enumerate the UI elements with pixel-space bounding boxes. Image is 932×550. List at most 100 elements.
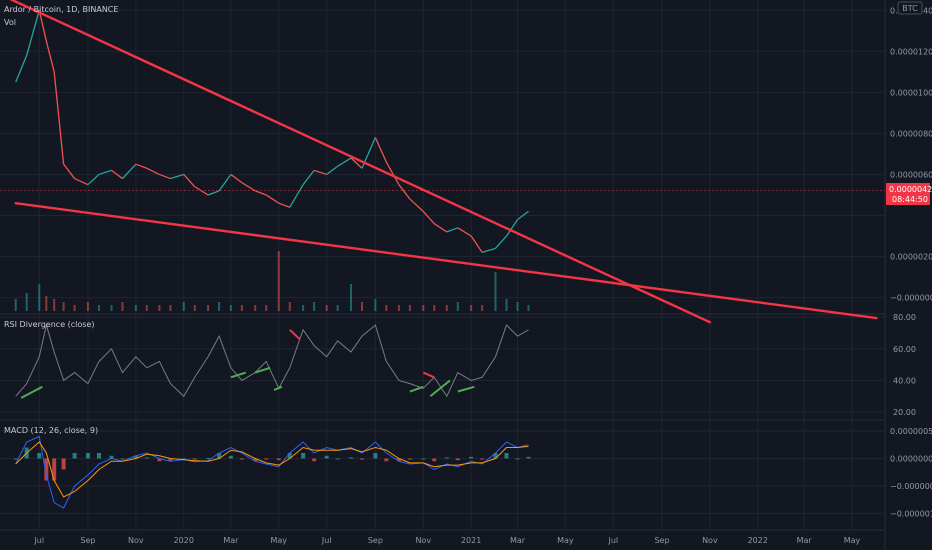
price-segment: [74, 177, 89, 186]
price-segment: [337, 157, 352, 167]
trendline-0[interactable]: [0, 0, 712, 324]
macd-series[interactable]: [13, 435, 531, 509]
price-segment: [313, 169, 327, 176]
rsi-pane-title[interactable]: RSI Divergence (close): [4, 320, 95, 329]
price-segment: [194, 186, 209, 196]
macd-histogram-bar: [515, 458, 520, 460]
volume-bar: [277, 251, 280, 311]
rsi-axis-labels[interactable]: 20.00 40.00 60.00 80.00: [893, 313, 916, 417]
trendlines[interactable]: [0, 0, 878, 324]
volume-bar: [121, 302, 124, 311]
price-segment: [111, 169, 123, 180]
time-axis-tick-label: Jul: [33, 536, 44, 545]
time-axis-tick-label: Sep: [654, 536, 669, 545]
price-segment: [53, 71, 65, 165]
price-segment: [446, 227, 459, 233]
rsi-axis-tick-label: 80.00: [893, 313, 916, 322]
price-axis-tick-label: 0.00000200: [890, 253, 932, 262]
bearish-divergence-segment: [289, 329, 301, 341]
price-segment: [254, 190, 267, 196]
time-axis-tick-label: 2022: [748, 536, 768, 545]
time-axis-labels[interactable]: Jul Sep Nov 2020 Mar May Jul Sep Nov 2021 Mar May Ju…: [33, 536, 860, 545]
volume-bar: [53, 299, 56, 311]
time-axis-tick-label: May: [557, 536, 574, 545]
macd-histogram-bar: [168, 458, 173, 462]
price-segment: [15, 55, 28, 83]
macd-histogram-bar: [432, 458, 437, 462]
volume-bars: [14, 251, 530, 311]
rsi-series[interactable]: [15, 324, 529, 399]
macd-histogram-bar: [228, 455, 233, 459]
volume-bar: [433, 305, 436, 311]
bullish-divergence-segment: [254, 366, 271, 374]
time-axis-tick-label: Nov: [415, 536, 431, 545]
bullish-divergence-segment: [457, 385, 475, 393]
price-segment: [374, 137, 387, 163]
bullish-divergence-segment: [273, 385, 283, 391]
price-segment: [38, 10, 47, 42]
macd-histogram-bar: [301, 453, 306, 459]
volume-bar: [313, 302, 316, 311]
time-axis-tick-label: 2020: [174, 536, 194, 545]
macd-histogram-bar: [421, 458, 426, 460]
macd-histogram-bar: [373, 453, 378, 459]
signal-line: [15, 441, 529, 498]
symbol-title[interactable]: Ardor / Bitcoin, 1D, BINANCE: [4, 5, 118, 14]
time-axis-tick-label: Jul: [607, 536, 618, 545]
price-segment: [122, 163, 137, 179]
trendline-1[interactable]: [14, 201, 878, 320]
volume-bar: [45, 296, 48, 311]
currency-badge-label: BTC: [902, 4, 918, 13]
volume-bar: [158, 305, 161, 311]
price-series[interactable]: [15, 10, 529, 254]
currency-badge[interactable]: [897, 1, 923, 15]
volume-bar: [207, 305, 210, 311]
volume-bar: [218, 302, 221, 311]
volume-bar: [134, 305, 137, 311]
macd-histogram-bar: [384, 458, 389, 462]
volume-bar: [145, 305, 148, 311]
volume-bar: [481, 305, 484, 311]
volume-bar: [527, 305, 530, 311]
volume-bar: [385, 305, 388, 311]
macd-histogram-bar: [133, 455, 138, 459]
volume-bar: [325, 305, 328, 311]
macd-histogram-bar: [526, 456, 531, 459]
bar-countdown: 08:44:50: [892, 195, 928, 204]
macd-histogram-bar: [85, 453, 90, 459]
volume-bar: [86, 302, 89, 311]
price-segment: [457, 227, 472, 237]
macd-axis-tick-label: −0.00000100: [890, 510, 932, 519]
macd-histogram-bar: [61, 458, 66, 470]
price-axis-tick-label: −0.00000000: [890, 294, 932, 303]
price-segment: [241, 182, 256, 192]
volume-bar: [422, 305, 425, 311]
price-segment: [350, 157, 363, 169]
volume-bar: [445, 305, 448, 311]
volume-bar: [97, 305, 100, 311]
price-segment: [135, 163, 148, 169]
time-axis-tick-label: Mar: [510, 536, 526, 545]
volume-bar: [62, 302, 65, 311]
price-segment: [302, 169, 315, 186]
volume-bar: [110, 305, 113, 311]
price-segment: [207, 190, 220, 196]
volume-bar: [25, 293, 28, 311]
price-segment: [433, 223, 448, 233]
price-segment: [26, 10, 40, 56]
time-axis-tick-label: Jul: [321, 536, 332, 545]
time-axis-tick-label: Mar: [223, 536, 239, 545]
volume-bar: [350, 284, 353, 311]
macd-histogram-bar: [493, 453, 498, 459]
volume-bar: [361, 302, 364, 311]
volume-label[interactable]: Vol: [4, 18, 16, 27]
macd-pane-title[interactable]: MACD (12, 26, close, 9): [4, 426, 98, 435]
bearish-divergence-segment: [422, 371, 435, 379]
price-segment: [505, 219, 519, 237]
